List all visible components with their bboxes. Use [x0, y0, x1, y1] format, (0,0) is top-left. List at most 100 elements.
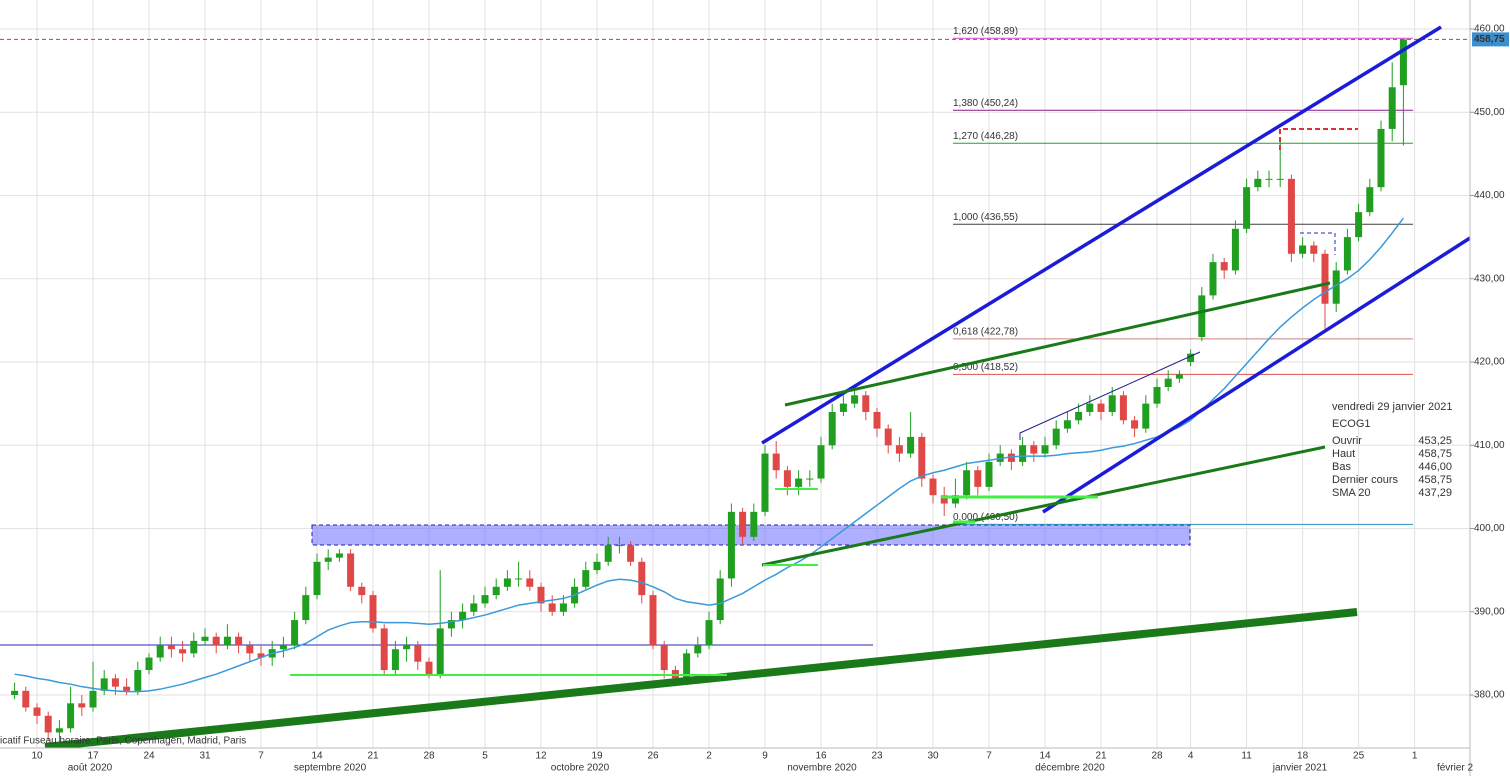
candle-body	[1254, 178, 1262, 188]
candle-body	[1030, 445, 1038, 454]
candle-body	[1131, 420, 1139, 429]
drawings	[44, 25, 1470, 748]
x-tick-label: 12	[535, 751, 547, 762]
x-tick-label: 24	[143, 751, 155, 762]
x-tick-label: 11	[1241, 751, 1252, 762]
axes: 380,00 390,00 400,00 410,00 420,00 430,00 440,…	[31, 24, 1509, 774]
candle-body	[996, 453, 1004, 462]
support-zone	[0, 524, 1191, 646]
candle-body	[1332, 270, 1340, 304]
x-tick-label: 26	[647, 751, 659, 762]
x-tick-label: 21	[367, 751, 379, 762]
candle-body	[257, 653, 265, 658]
candle-body	[313, 561, 321, 596]
info-value: 453,25	[1418, 435, 1452, 447]
candle-body	[179, 649, 187, 654]
candle-body	[884, 428, 892, 446]
candle-body	[369, 595, 377, 629]
candle-body	[828, 411, 836, 446]
candle-body	[1007, 453, 1015, 462]
candle-body	[1299, 245, 1307, 254]
level-label: 0,500 (418,52)	[953, 362, 1018, 373]
trend-line	[44, 608, 1358, 748]
info-symbol: ECOG1	[1332, 418, 1371, 430]
x-tick-label: 7	[986, 751, 992, 762]
level-label: 0,618 (422,78)	[953, 326, 1018, 337]
candle-body	[783, 470, 791, 487]
candle-body	[1388, 87, 1396, 129]
candle-body	[1377, 128, 1385, 188]
candle-body	[593, 561, 601, 571]
x-tick-label: 5	[482, 751, 488, 762]
candle-body	[67, 703, 75, 729]
y-tick-label: 410,00	[1474, 440, 1505, 451]
x-tick-label: 14	[1039, 751, 1051, 762]
candle-body	[279, 645, 287, 650]
candle-body	[929, 478, 937, 496]
x-tick-label: 23	[871, 751, 883, 762]
candle-body	[447, 620, 455, 629]
footnote: icatif Fuseau horaire: Paris, Copenhagen…	[0, 736, 246, 747]
candle-body	[660, 645, 668, 671]
candle-body	[1287, 178, 1295, 254]
candle-body	[1231, 228, 1239, 271]
candle-body	[134, 670, 142, 691]
y-tick-label: 430,00	[1474, 273, 1505, 284]
candle-body	[1355, 212, 1363, 238]
info-sma-label: SMA 20	[1332, 487, 1371, 499]
candle-body	[145, 657, 153, 671]
candle-body	[940, 495, 948, 504]
candle-body	[537, 586, 545, 604]
candle-body	[11, 690, 19, 695]
candle-body	[515, 578, 523, 580]
candle-body	[436, 628, 444, 675]
candle-body	[358, 586, 366, 596]
candle-body	[963, 470, 971, 496]
candle-body	[694, 645, 702, 654]
candle-body	[1321, 253, 1329, 304]
candle-body	[851, 395, 859, 404]
y-tick-label: 400,00	[1474, 523, 1505, 534]
candle-body	[1052, 428, 1060, 446]
y-tick-label: 380,00	[1474, 690, 1505, 701]
x-tick-label: 28	[1151, 751, 1163, 762]
candle-body	[1142, 403, 1150, 429]
candle-body	[44, 715, 52, 733]
x-tick-label: 25	[1353, 751, 1365, 762]
candle-body	[1265, 178, 1273, 180]
candle-body	[1366, 187, 1374, 213]
candle-body	[347, 553, 355, 587]
x-tick-label: 9	[762, 751, 768, 762]
y-tick-label: 460,00	[1474, 24, 1505, 35]
x-month-label: octobre 2020	[551, 763, 610, 774]
candle-body	[246, 645, 254, 654]
candle-body	[985, 461, 993, 487]
candle-body	[425, 661, 433, 675]
candle-body	[481, 595, 489, 604]
candle-body	[974, 470, 982, 487]
candle-body	[291, 620, 299, 646]
info-label: Dernier cours	[1332, 474, 1399, 486]
candle-body	[503, 578, 511, 587]
trend-line	[761, 445, 1326, 567]
candle-body	[55, 728, 63, 733]
channel-line	[1042, 236, 1470, 514]
x-tick-label: 2	[706, 751, 712, 762]
price-tag-label: 458,75	[1474, 34, 1505, 45]
candle-body	[190, 640, 198, 654]
candle-body	[414, 645, 422, 662]
candle-body	[1243, 187, 1251, 229]
candle-body	[167, 645, 175, 650]
x-tick-label: 16	[815, 751, 827, 762]
candle-body	[111, 678, 119, 687]
level-label: 1,270 (446,28)	[953, 131, 1018, 142]
candle-body	[615, 545, 623, 547]
x-tick-label: 19	[591, 751, 603, 762]
candle-body	[1108, 395, 1116, 412]
x-tick-label: 17	[87, 751, 99, 762]
candle-body	[403, 645, 411, 650]
wedge-line	[1019, 351, 1201, 440]
candle-body	[795, 478, 803, 487]
candle-body	[235, 636, 243, 646]
candle-body	[492, 586, 500, 596]
